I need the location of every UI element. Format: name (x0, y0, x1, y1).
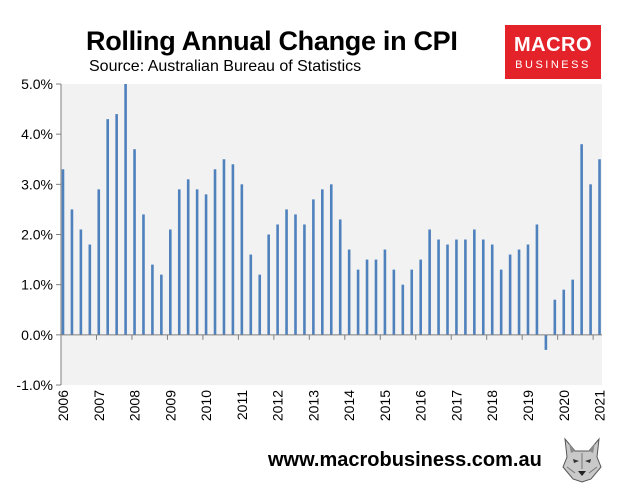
chart-title: Rolling Annual Change in CPI (86, 26, 458, 56)
bar (589, 184, 592, 335)
x-tick-label: 2020 (556, 390, 572, 421)
bar (321, 189, 324, 335)
bar (410, 269, 414, 335)
bar (499, 269, 503, 335)
bar-series (61, 84, 601, 350)
bar (61, 169, 65, 335)
x-tick-label: 2012 (270, 390, 286, 421)
y-tick-label: 0.0% (21, 327, 53, 343)
bar (70, 209, 74, 335)
bar (553, 299, 557, 335)
bar (392, 269, 396, 335)
bar (88, 244, 92, 335)
x-tick-label: 2014 (341, 390, 357, 421)
bar (428, 229, 431, 335)
bar (97, 189, 101, 335)
x-tick-label: 2017 (448, 390, 464, 421)
bar (222, 159, 226, 335)
bar (562, 289, 566, 335)
bar (437, 239, 440, 335)
y-axis: 5.0% 4.0% 3.0% 2.0% 1.0% 0.0% -1.0% (16, 76, 62, 393)
bar (401, 284, 405, 335)
y-tick-label: 4.0% (21, 126, 53, 142)
bar (419, 259, 422, 335)
bar (365, 259, 369, 335)
bar (446, 244, 449, 335)
bar (142, 214, 145, 335)
bar (177, 189, 181, 335)
bar (356, 269, 360, 335)
bar (535, 224, 539, 335)
bar (124, 84, 127, 335)
bar (79, 229, 83, 335)
footer-url: www.macrobusiness.com.au (268, 449, 542, 471)
y-tick-label: 1.0% (21, 277, 53, 293)
bar (169, 229, 172, 335)
x-axis: 2006 2007 2008 2009 2010 2011 2012 2013 2014 2015… (55, 334, 608, 421)
logo-line-2: BUSINESS (515, 59, 591, 71)
x-tick-label: 2007 (91, 390, 107, 421)
bar (464, 239, 467, 335)
bar (598, 159, 601, 335)
bar (571, 279, 574, 335)
x-tick-label: 2006 (55, 390, 71, 421)
bar (258, 274, 262, 335)
bar (267, 234, 270, 335)
bar (312, 199, 315, 335)
x-tick-label: 2009 (162, 390, 178, 421)
bar (329, 184, 333, 335)
wolf-icon (562, 437, 602, 483)
x-tick-label: 2019 (520, 390, 536, 421)
chart-subtitle: Source: Australian Bureau of Statistics (89, 58, 362, 75)
bar (285, 209, 288, 335)
x-tick-label: 2015 (377, 390, 393, 421)
bar (580, 144, 583, 335)
bar (338, 219, 342, 335)
bar (490, 244, 494, 335)
bar (151, 264, 154, 335)
bar (508, 254, 512, 335)
bar (481, 239, 485, 335)
y-tick-label: 2.0% (21, 227, 53, 243)
x-tick-label: 2018 (484, 390, 500, 421)
bar (473, 229, 476, 335)
bar (186, 179, 190, 335)
bar (115, 114, 118, 335)
y-tick-label: 5.0% (21, 76, 53, 92)
y-tick-label: -1.0% (16, 377, 53, 393)
bar (347, 249, 351, 335)
bar (303, 224, 306, 335)
y-tick-label: 3.0% (21, 176, 53, 192)
bar (294, 214, 297, 335)
bar (195, 189, 199, 335)
bar (133, 149, 136, 335)
bar (160, 274, 163, 335)
bar (240, 184, 244, 335)
x-tick-label: 2016 (413, 390, 429, 421)
x-tick-label: 2021 (592, 390, 608, 421)
logo-line-1: MACRO (513, 34, 593, 56)
bar (383, 249, 387, 335)
macrobusiness-logo: MACRO BUSINESS (505, 25, 601, 79)
bar (544, 334, 548, 350)
bar (106, 119, 110, 335)
x-tick-label: 2013 (305, 390, 321, 421)
bar (517, 249, 521, 335)
bar (276, 224, 279, 335)
x-tick-label: 2011 (234, 390, 250, 420)
bar (213, 169, 217, 335)
bar (455, 239, 458, 335)
x-tick-label: 2010 (198, 390, 214, 421)
bar (374, 259, 378, 335)
bar (204, 194, 208, 335)
x-tick-label: 2008 (127, 390, 143, 421)
bar (526, 244, 530, 335)
bar (249, 254, 253, 335)
bar (231, 164, 235, 335)
